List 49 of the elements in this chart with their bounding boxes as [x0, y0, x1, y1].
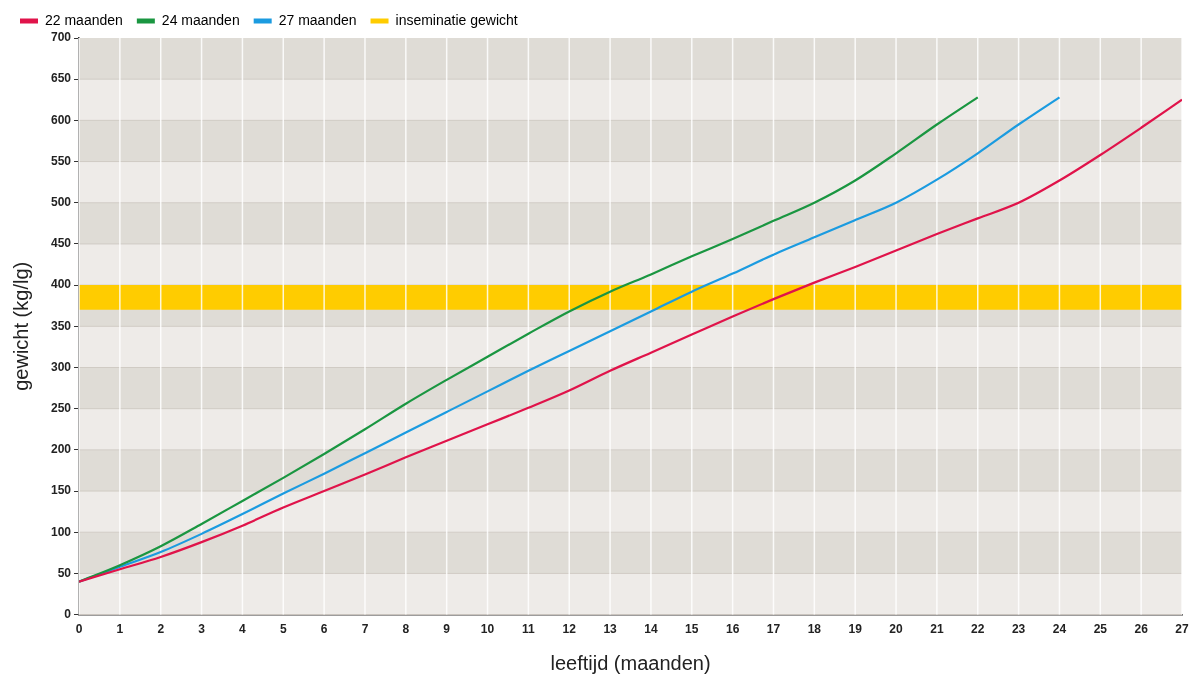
x-tick-label: 1 [116, 622, 124, 637]
x-tick-label: 11 [522, 622, 536, 637]
y-tick-label: 0 [64, 606, 72, 621]
x-tick-label: 8 [402, 622, 410, 637]
x-tick-label: 26 [1134, 622, 1149, 637]
legend-label: 24 maanden [161, 11, 240, 28]
x-tick-label: 18 [807, 622, 822, 637]
x-tick-label: 19 [848, 622, 863, 637]
x-tick-label: 9 [443, 622, 451, 637]
x-tick-label: 0 [75, 622, 83, 637]
y-tick-label: 300 [50, 359, 72, 374]
x-tick-label: 10 [480, 622, 495, 637]
y-tick-label: 350 [50, 318, 72, 333]
x-tick-label: 24 [1052, 622, 1067, 637]
y-tick-label: 100 [50, 524, 72, 539]
x-tick-label: 22 [971, 622, 985, 637]
x-tick-label: 17 [766, 622, 781, 637]
y-tick-label: 700 [50, 30, 72, 45]
x-tick-label: 12 [562, 622, 577, 637]
x-tick-label: 13 [603, 622, 618, 637]
x-tick-label: 3 [198, 622, 206, 637]
legend-label: inseminatie gewicht [395, 11, 518, 28]
x-tick-label: 21 [930, 622, 944, 637]
y-tick-label: 250 [50, 400, 72, 415]
y-tick-label: 550 [50, 153, 72, 168]
y-tick-label: 450 [50, 236, 72, 251]
x-tick-label: 7 [361, 622, 369, 637]
y-tick-label: 500 [50, 195, 72, 210]
x-tick-label: 6 [320, 622, 328, 637]
y-axis-title: gewicht (kg/lg) [9, 261, 32, 391]
x-tick-label: 16 [725, 622, 740, 637]
x-tick-label: 23 [1011, 622, 1026, 637]
x-tick-label: 15 [685, 622, 699, 637]
x-tick-label: 27 [1175, 622, 1189, 637]
y-tick-label: 600 [50, 112, 72, 127]
x-axis-title: leeftijd (maanden) [550, 651, 711, 674]
legend-label: 22 maanden [45, 11, 123, 28]
x-tick-label: 14 [644, 622, 658, 637]
x-tick-label: 20 [889, 622, 904, 637]
y-tick-label: 650 [50, 71, 72, 86]
x-tick-label: 25 [1093, 622, 1108, 637]
y-tick-label: 50 [57, 565, 72, 580]
y-tick-label: 400 [50, 277, 72, 292]
legend-label: 27 maanden [278, 11, 357, 28]
y-tick-label: 150 [50, 483, 72, 498]
x-tick-label: 5 [279, 622, 287, 637]
y-tick-label: 200 [50, 442, 72, 457]
x-tick-label: 4 [239, 622, 247, 637]
x-tick-label: 2 [157, 622, 165, 637]
